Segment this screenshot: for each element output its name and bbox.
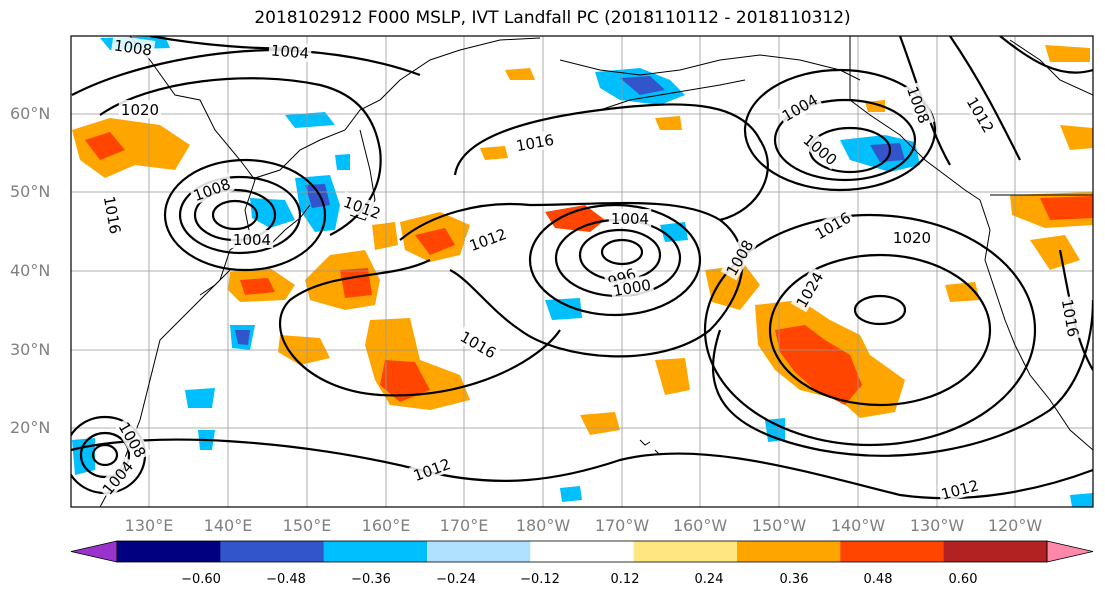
isobar-label-bg: [96, 455, 138, 500]
colorbar: [70, 540, 1094, 563]
lon-label-130w: 130°W: [909, 516, 965, 535]
isobar-label-bg: [512, 129, 558, 155]
colorbar-segment: [737, 541, 841, 562]
colorbar-segment: [530, 541, 635, 562]
isobar-label: 1020: [893, 229, 931, 247]
colorbar-tick-label: 0.60: [948, 572, 978, 587]
isobar-label-bg: [809, 206, 856, 244]
isobar-label: 1020: [121, 101, 159, 119]
ivt-shading: [72, 36, 1093, 507]
isobar-label-bg: [798, 128, 843, 170]
colorbar-tick-label: −0.36: [351, 572, 391, 587]
colorbar-tick-label: 0.12: [610, 572, 640, 587]
colorbar-tick-label: −0.24: [436, 572, 476, 587]
isobar-label-bg: [903, 81, 935, 128]
colorbar-extend-min: [70, 540, 118, 563]
isobar-label-bg: [188, 173, 235, 205]
colorbar-segment: [427, 541, 531, 562]
isobar-label-bg: [408, 453, 455, 485]
lat-label-40n: 40°N: [10, 261, 51, 280]
graticule: [71, 36, 1093, 507]
isobar-label-bg: [720, 234, 758, 281]
isobar-label-bg: [608, 209, 652, 227]
isobar-label-bg: [268, 40, 312, 62]
colorbar-segment: [840, 541, 945, 562]
isobar-label-bg: [464, 223, 511, 255]
colorbar-segment: [323, 541, 428, 562]
map-title: 2018102912 F000 MSLP, IVT Landfall PC (2…: [254, 8, 851, 28]
lon-label-160w: 160°W: [672, 516, 728, 535]
isobar-label-bg: [776, 88, 823, 126]
lon-label-170w: 170°W: [594, 516, 650, 535]
isobar-label: 1004: [611, 210, 649, 228]
isobar-label-bg: [455, 325, 502, 363]
lon-label-140w: 140°W: [830, 516, 886, 535]
plot-frame: [70, 35, 1094, 508]
isobar-label-bg: [118, 100, 162, 118]
colorbar-tick-label: −0.60: [181, 572, 221, 587]
isobar-label-bg: [936, 474, 983, 504]
isobar-label-bg: [1058, 295, 1084, 341]
lon-label-150w: 150°W: [751, 516, 807, 535]
isobar-label-bg: [790, 266, 828, 313]
isobar-label-bg: [110, 36, 156, 59]
lon-label-180w: 180°W: [515, 516, 571, 535]
isobar-label-bg: [609, 274, 655, 300]
colorbar-border: [116, 540, 1048, 563]
isobar-label: 1004: [270, 41, 310, 62]
isobar-label-bg: [114, 416, 152, 463]
lon-label-130e: 130°E: [124, 516, 174, 535]
colorbar-tick-label: −0.12: [520, 572, 560, 587]
lon-label-160e: 160°E: [361, 516, 411, 535]
isobar-label-bg: [962, 91, 1000, 138]
isobar-label: 1008: [113, 36, 153, 59]
colorbar-segment: [117, 541, 221, 562]
lon-label-120w: 120°W: [987, 516, 1043, 535]
colorbar-segment: [220, 541, 325, 562]
isobar-label-bg: [890, 228, 934, 246]
isobar-label-bg: [100, 192, 126, 238]
lon-label-170e: 170°E: [439, 516, 489, 535]
lon-label-140e: 140°E: [203, 516, 253, 535]
plot-area: [71, 36, 1093, 507]
colorbar-segment: [633, 541, 738, 562]
colorbar-tick-label: 0.24: [694, 572, 724, 587]
colorbar-extend-max: [1046, 540, 1094, 563]
lon-label-150e: 150°E: [282, 516, 332, 535]
colorbar-tick-label: 0.48: [863, 572, 893, 587]
colorbar-tick-label: −0.48: [266, 572, 306, 587]
lat-label-60n: 60°N: [10, 104, 51, 123]
isobar-label: 1004: [233, 231, 271, 249]
colorbar-segment: [943, 541, 1048, 562]
colorbar-tick-label: 0.36: [779, 572, 809, 587]
lat-label-20n: 20°N: [10, 418, 51, 437]
isobar-label-bg: [230, 230, 274, 248]
lat-label-30n: 30°N: [10, 340, 51, 359]
lat-label-50n: 50°N: [10, 182, 51, 201]
isobar-label-bg: [339, 191, 386, 223]
